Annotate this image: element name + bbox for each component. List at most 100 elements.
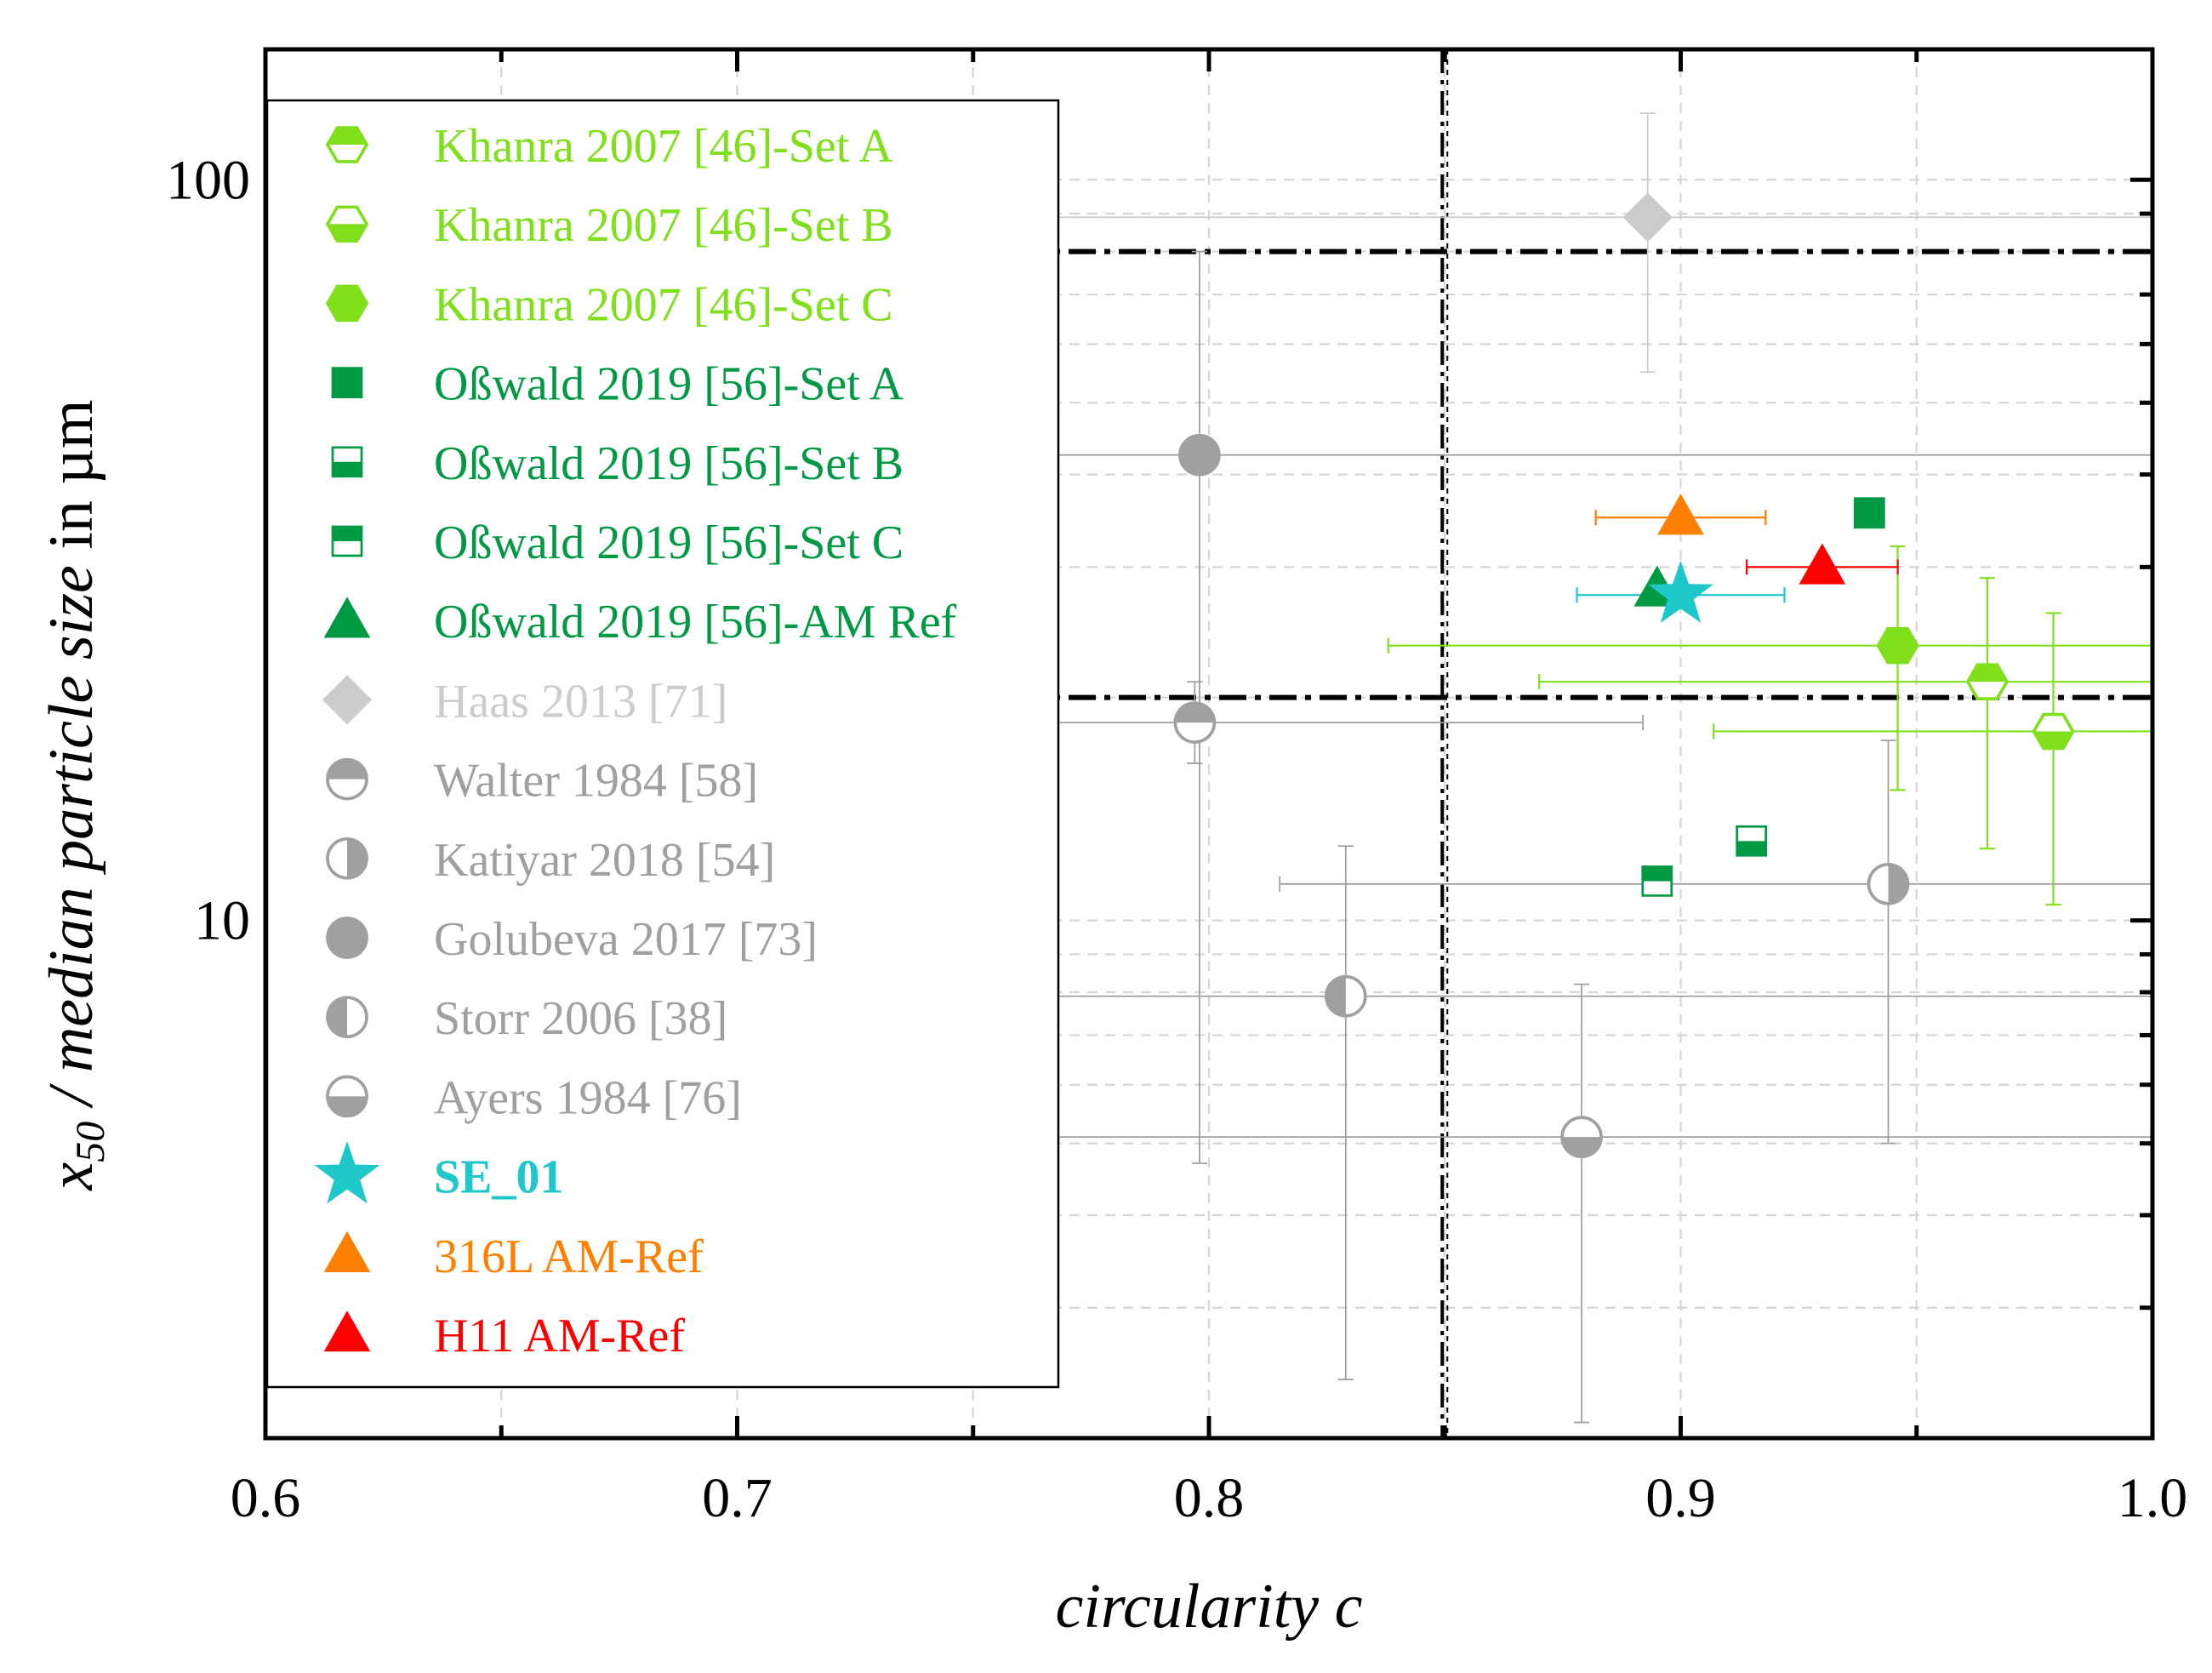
legend-label-13: SE_01 [434,1151,564,1204]
x-tick-label: 1.0 [2118,1467,2188,1529]
legend-label-2: Khanra 2007 [46]-Set C [434,278,893,331]
legend-label-11: Storr 2006 [38] [434,992,727,1045]
legend-label-12: Ayers 1984 [76] [434,1071,742,1124]
legend-marker-5 [331,525,363,557]
marker-shape [333,527,362,541]
y-axis-title-mid: / median particle size [37,565,106,1122]
legend-label-10: Golubeva 2017 [73] [434,913,818,966]
marker-shape [2032,712,2075,751]
legend-marker-3 [331,367,363,398]
marker-shape [2033,731,2073,749]
marker-shape [1657,494,1704,535]
legend-marker-7 [322,675,373,725]
marker-shape [1325,976,1346,1016]
marker-shape [314,1141,380,1204]
data-point-2 [1876,626,1919,665]
marker-shape [1736,841,1766,856]
marker-shape [1876,626,1919,665]
marker-shape [1642,866,1672,882]
data-point-12 [1560,1116,1603,1158]
marker-shape [1175,703,1215,723]
marker-shape [1173,701,1217,744]
marker-shape [325,205,369,243]
y-axis-title-unit: in µm [37,399,106,565]
marker-shape [1736,825,1768,857]
marker-shape [326,757,368,801]
legend-marker-13 [314,1141,380,1204]
x-tick-label: 0.7 [702,1467,772,1529]
legend-marker-15 [323,1310,371,1352]
marker-shape [328,128,367,145]
data-markers [1173,192,2075,1158]
marker-shape [1648,560,1713,623]
legend-label-5: Oßwald 2019 [56]-Set C [434,517,904,569]
marker-shape [347,838,367,878]
legend-marker-6 [323,597,371,638]
legend-label-15: H11 AM-Ref [434,1310,685,1362]
data-point-14 [1657,494,1704,535]
legend-label-4: Oßwald 2019 [56]-Set B [434,437,904,490]
marker-shape [1324,974,1367,1018]
marker-shape [1888,864,1908,904]
marker-shape [1641,865,1673,897]
legend-marker-8 [326,757,368,801]
x-tick-label: 0.6 [231,1467,301,1529]
legend-label-0: Khanra 2007 [46]-Set A [434,120,893,173]
data-point-15 [1799,543,1846,585]
legend-label-3: Oßwald 2019 [56]-Set A [434,358,904,411]
marker-shape [322,675,373,725]
legend-label-14: 316L AM-Ref [434,1230,704,1283]
legend-marker-2 [325,284,369,323]
legend-label-9: Katiyar 2018 [54] [434,834,775,887]
data-point-13 [1648,560,1713,623]
data-point-3 [1853,497,1885,529]
y-axis-title: x50 / median particle size in µm [37,399,113,1191]
marker-shape [1178,433,1221,477]
marker-shape [1965,663,2010,700]
data-point-9 [1867,862,1910,905]
legend-label-7: Haas 2013 [71] [434,675,727,728]
marker-shape [331,446,363,478]
marker-shape [1562,1137,1602,1157]
marker-shape [333,461,362,477]
marker-shape [326,916,368,959]
y-tick-label: 100 [166,149,250,211]
data-point-11 [1324,974,1367,1018]
marker-shape [331,525,363,557]
marker-shape [328,997,347,1037]
data-point-8 [1173,701,1217,744]
data-point-1 [2032,712,2075,751]
data-point-5 [1641,865,1673,897]
marker-shape [331,367,363,398]
marker-shape [323,1310,371,1352]
y-axis-title-sub: 50 [68,1122,113,1162]
marker-shape [328,759,367,779]
marker-shape [326,1075,368,1118]
marker-shape [328,224,367,242]
legend-label-1: Khanra 2007 [46]-Set B [434,199,893,252]
legend: Khanra 2007 [46]-Set A Khanra 2007 [46]-S… [265,99,1060,1389]
marker-shape [1622,192,1673,243]
legend-marker-0 [325,126,369,163]
y-tick-label: 10 [194,890,250,952]
x-tick-label: 0.8 [1174,1467,1245,1529]
marker-shape [326,996,368,1039]
data-point-4 [1736,825,1768,857]
x-axis-title: circularity c [1056,1572,1363,1642]
legend-marker-4 [331,446,363,478]
marker-shape [328,1096,367,1116]
marker-shape [325,126,369,163]
data-point-7 [1622,192,1673,243]
marker-shape [1867,862,1910,905]
data-point-10 [1178,433,1221,477]
legend-marker-11 [326,996,368,1039]
marker-shape [323,1230,371,1273]
marker-shape [1799,543,1846,585]
marker-shape [1560,1116,1603,1158]
marker-shape [326,836,368,880]
legend-marker-1 [325,205,369,243]
marker-shape [325,284,369,323]
data-point-0 [1965,663,2010,700]
marker-shape [1853,497,1885,529]
